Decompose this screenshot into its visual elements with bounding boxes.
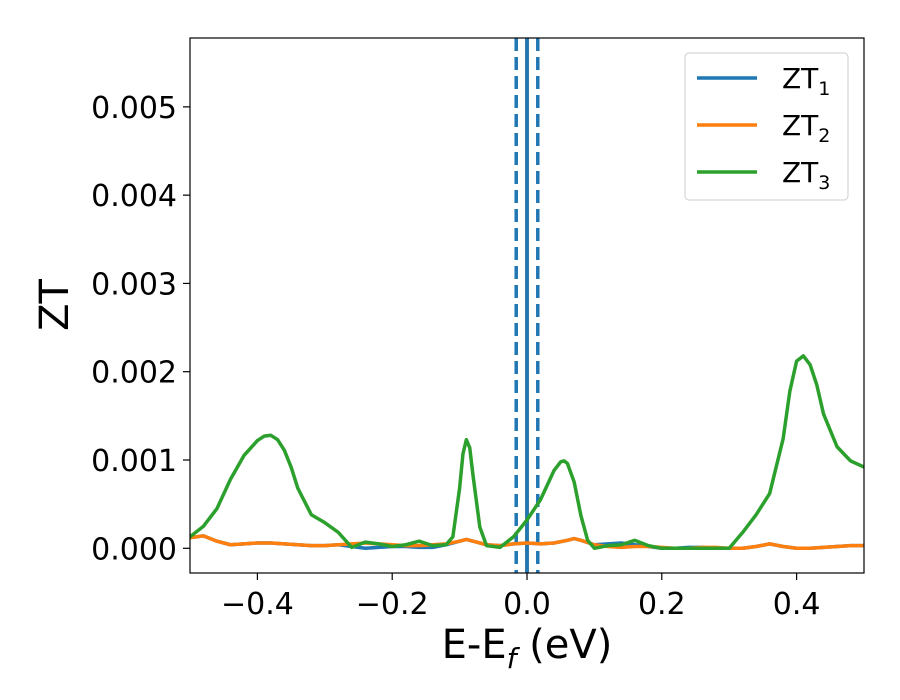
legend-label-3: ZT3 — [782, 156, 830, 194]
legend-box — [684, 52, 849, 201]
x-tick-label: 0.4 — [773, 587, 821, 622]
x-axis-label: E-Ef (eV) — [442, 622, 613, 675]
y-tick-label: 0.001 — [91, 444, 177, 479]
y-tick-label: 0.003 — [91, 267, 177, 302]
x-tick-label: −0.4 — [221, 587, 294, 622]
x-tick-label: 0.2 — [638, 587, 686, 622]
ticks: −0.4 −0.2 0.0 0.2 0.4 0.000 0.001 0.002 0.003 0.0… — [91, 91, 820, 622]
legend: ZT1 ZT2 ZT3 — [684, 52, 849, 201]
plot-frame — [189, 37, 865, 574]
x-tick-label: −0.2 — [356, 587, 429, 622]
y-tick-label: 0.000 — [91, 532, 177, 567]
x-tick-label: 0.0 — [503, 587, 551, 622]
y-tick-label: 0.005 — [91, 91, 177, 126]
y-tick-label: 0.004 — [91, 179, 177, 214]
legend-label-2: ZT2 — [782, 109, 830, 147]
vertical-lines — [514, 38, 540, 573]
series-line-3 — [190, 354, 864, 551]
series-line-2 — [190, 534, 864, 551]
legend-label-1: ZT1 — [782, 62, 830, 100]
y-tick-label: 0.002 — [91, 356, 177, 391]
series-lines — [190, 354, 864, 551]
y-axis-label: ZT — [32, 279, 78, 331]
